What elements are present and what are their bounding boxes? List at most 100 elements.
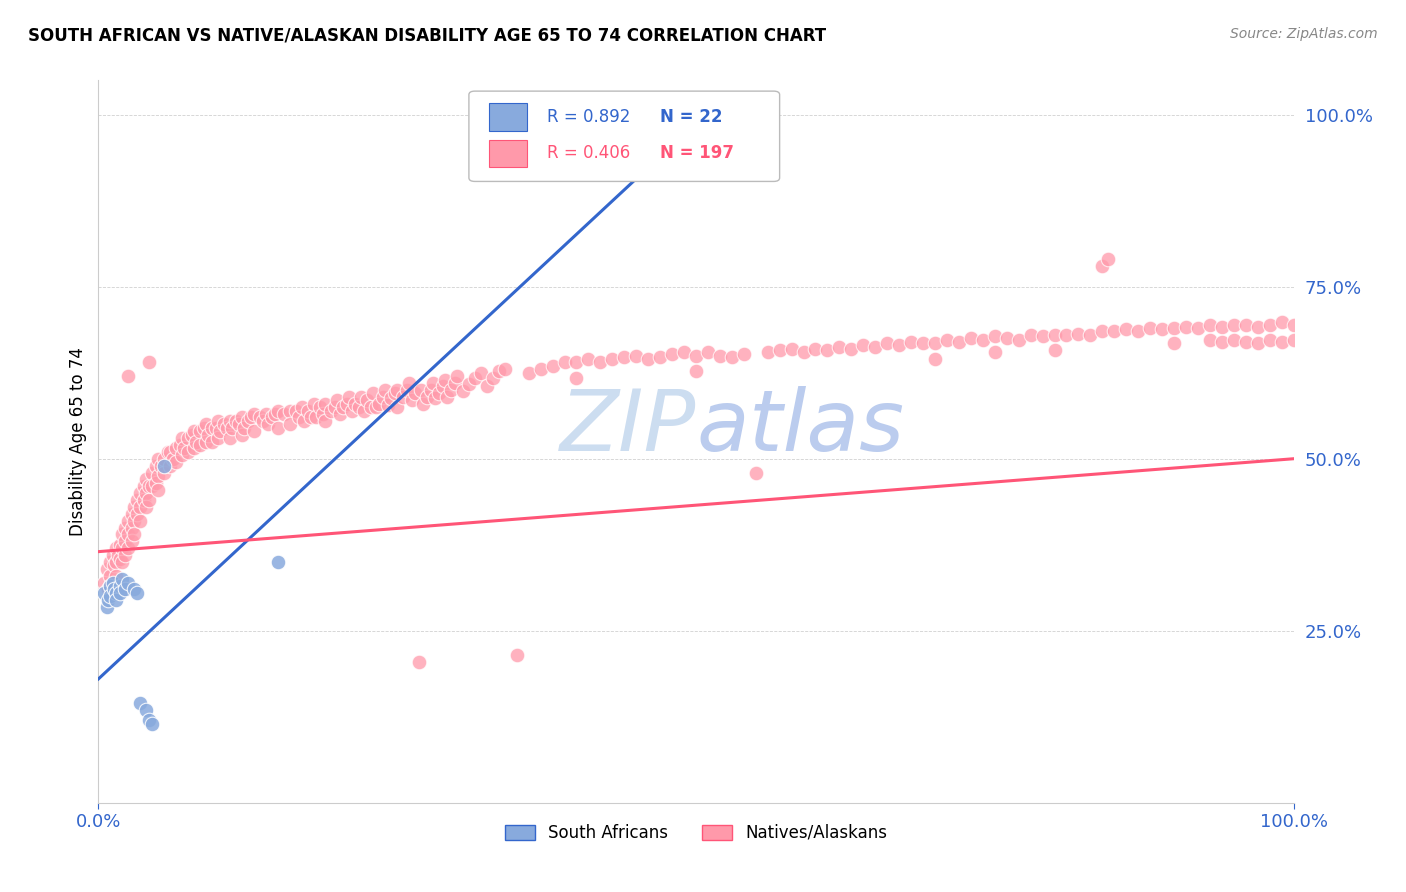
Point (815, 343, 838, 357)
Point (541, 359, 564, 373)
Point (793, 345, 815, 359)
Point (125, 586, 148, 600)
Point (756, 345, 779, 359)
Point (356, 393, 378, 408)
Point (685, 364, 707, 378)
Point (661, 347, 683, 361)
Point (117, 575, 139, 590)
Point (404, 386, 426, 401)
Point (385, 383, 409, 397)
Point (125, 493, 148, 508)
Point (1043, 343, 1066, 357)
Point (353, 403, 375, 417)
Point (96, 562, 118, 576)
Point (517, 366, 540, 380)
Point (135, 472, 157, 486)
Point (141, 479, 163, 493)
Point (124, 514, 146, 528)
Point (506, 648, 529, 662)
Point (1223, 334, 1246, 348)
Point (364, 400, 387, 414)
Point (363, 386, 385, 401)
Point (228, 417, 250, 432)
Point (96, 599, 118, 614)
Point (108, 551, 131, 566)
Text: R = 0.406: R = 0.406 (547, 145, 630, 162)
Point (1163, 336, 1185, 351)
Point (117, 527, 139, 541)
Point (93, 586, 115, 600)
Point (1091, 325, 1114, 339)
Point (169, 438, 191, 452)
Point (828, 340, 851, 354)
Point (180, 427, 202, 442)
Point (278, 403, 301, 417)
Point (195, 434, 218, 449)
Point (709, 349, 731, 363)
Point (188, 438, 211, 452)
Point (1211, 319, 1233, 334)
Point (101, 548, 124, 562)
Point (401, 393, 423, 408)
Point (186, 434, 208, 449)
Point (494, 362, 516, 376)
Point (105, 568, 128, 582)
Point (384, 386, 406, 401)
Point (1234, 318, 1257, 332)
Point (360, 400, 382, 414)
Point (93, 575, 115, 590)
Point (101, 575, 124, 590)
Point (98, 555, 122, 569)
Point (236, 414, 259, 428)
Point (312, 407, 335, 421)
Point (105, 586, 128, 600)
Point (111, 555, 134, 569)
Point (153, 466, 176, 480)
Point (419, 383, 441, 397)
Point (315, 414, 337, 428)
Point (103, 582, 125, 597)
Point (900, 334, 922, 349)
Point (481, 370, 505, 384)
Point (451, 384, 474, 399)
Point (284, 403, 307, 417)
Point (297, 403, 319, 417)
Point (141, 466, 163, 480)
Point (148, 483, 170, 497)
Point (984, 329, 1007, 343)
Point (145, 475, 167, 490)
Point (212, 417, 235, 432)
Point (145, 458, 167, 473)
Point (252, 414, 274, 428)
Point (422, 376, 444, 390)
Point (98, 590, 122, 604)
Point (132, 493, 155, 508)
Point (721, 350, 744, 364)
Y-axis label: Disability Age 65 to 74: Disability Age 65 to 74 (69, 347, 87, 536)
Point (1175, 319, 1198, 334)
Point (602, 351, 624, 366)
Point (425, 391, 447, 405)
Point (1080, 327, 1102, 342)
Point (1008, 334, 1031, 348)
Point (177, 445, 200, 459)
Point (183, 424, 205, 438)
Point (217, 421, 239, 435)
Point (135, 703, 157, 717)
Point (446, 369, 468, 384)
Point (565, 370, 588, 384)
Point (1211, 334, 1233, 349)
Point (114, 534, 136, 549)
Point (121, 534, 143, 549)
Point (162, 451, 184, 466)
Point (329, 407, 352, 421)
Point (1258, 318, 1281, 332)
Point (1019, 327, 1042, 342)
Point (443, 376, 465, 390)
Point (332, 400, 354, 414)
Point (1187, 321, 1209, 335)
Point (972, 334, 994, 348)
Point (865, 340, 887, 354)
Point (948, 334, 970, 349)
Point (98, 579, 122, 593)
